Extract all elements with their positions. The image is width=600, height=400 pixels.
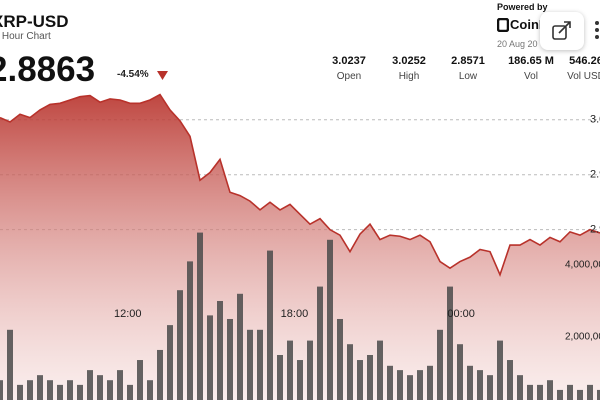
volume-bar bbox=[397, 370, 403, 400]
volume-bar bbox=[567, 384, 573, 400]
stat: 186.65 M Vol bbox=[496, 55, 566, 82]
stat-label: Low bbox=[458, 71, 478, 82]
down-arrow bbox=[157, 71, 168, 80]
volume-bar bbox=[257, 329, 263, 400]
powered-by: Powered by bbox=[497, 2, 548, 12]
volume-bar bbox=[147, 380, 153, 400]
stat-label: Open bbox=[336, 71, 362, 82]
volume-bar bbox=[227, 318, 233, 400]
volume-bar bbox=[67, 380, 73, 400]
stat-label: High bbox=[398, 71, 420, 82]
volume-bar bbox=[277, 354, 283, 400]
volume-bar bbox=[357, 360, 363, 400]
volume-bar bbox=[337, 318, 343, 400]
volume-bar bbox=[117, 370, 123, 400]
y-tick-label: 3.00 bbox=[590, 114, 600, 126]
volume-bar bbox=[0, 380, 3, 400]
volume-bar bbox=[137, 360, 143, 400]
volume-bar bbox=[557, 389, 563, 400]
volume-bar bbox=[407, 375, 413, 400]
volume-bar bbox=[7, 329, 13, 400]
volume-bar bbox=[377, 340, 383, 400]
volume-bar bbox=[367, 354, 373, 400]
menu-button[interactable] bbox=[593, 20, 600, 40]
expand-button[interactable] bbox=[540, 12, 584, 50]
brand-icon bbox=[497, 18, 509, 32]
volume-bar bbox=[417, 370, 423, 400]
volume-bar bbox=[587, 384, 593, 400]
volume-bar bbox=[487, 375, 493, 400]
volume-bar bbox=[547, 380, 553, 400]
subtitle: 24 Hour Chart bbox=[0, 31, 51, 42]
volume-bar bbox=[387, 365, 393, 400]
stat-label: Vol bbox=[524, 71, 538, 82]
volume-bar bbox=[287, 340, 293, 400]
volume-bar bbox=[297, 360, 303, 400]
y2-tick-label: 2,000,000 bbox=[565, 332, 600, 343]
volume-bar bbox=[457, 344, 463, 400]
expand-icon bbox=[552, 21, 571, 40]
stat-value: 186.65 M bbox=[508, 55, 554, 67]
stat-value: 2.8571 bbox=[451, 55, 485, 67]
volume-bar bbox=[347, 344, 353, 400]
volume-bar bbox=[177, 290, 183, 400]
volume-bar bbox=[467, 365, 473, 400]
volume-bar bbox=[37, 375, 43, 400]
volume-bar bbox=[597, 389, 600, 400]
volume-bar bbox=[197, 232, 203, 400]
volume-bar bbox=[247, 329, 253, 400]
stat: 3.0237 Open bbox=[314, 55, 384, 82]
volume-bar bbox=[27, 380, 33, 400]
volume-bar bbox=[77, 384, 83, 400]
stat-value: 3.0252 bbox=[392, 55, 426, 67]
price-line bbox=[0, 93, 600, 277]
volume-bar bbox=[87, 370, 93, 400]
volume-bar bbox=[437, 329, 443, 400]
stat: 3.0252 High bbox=[374, 55, 444, 82]
volume-bar bbox=[517, 375, 523, 400]
volume-bar bbox=[507, 360, 513, 400]
volume-bar bbox=[427, 365, 433, 400]
current-price: 2.8863 bbox=[0, 50, 96, 89]
volume-bar bbox=[477, 370, 483, 400]
volume-bar bbox=[207, 315, 213, 400]
volume-bar bbox=[577, 389, 583, 400]
x-tick-label: 12:00 bbox=[114, 308, 142, 320]
volume-bar bbox=[107, 380, 113, 400]
date: 20 Aug 20 bbox=[497, 39, 538, 49]
stat: 546.26 Vol USD bbox=[551, 55, 600, 82]
stat: 2.8571 Low bbox=[433, 55, 503, 82]
volume-bar bbox=[237, 293, 243, 400]
volume-bar bbox=[537, 384, 543, 400]
volume-bar bbox=[447, 286, 453, 400]
price-change: -4.54% bbox=[117, 69, 149, 80]
volume-bar bbox=[327, 239, 333, 400]
x-tick-label: 00:00 bbox=[447, 308, 475, 320]
x-tick-label: 18:00 bbox=[281, 308, 309, 320]
volume-bar bbox=[57, 384, 63, 400]
symbol-title: XRP-USD bbox=[0, 12, 69, 31]
volume-bar bbox=[187, 261, 193, 400]
volume-bar bbox=[267, 250, 273, 400]
volume-bar bbox=[47, 380, 53, 400]
volume-bar bbox=[317, 286, 323, 400]
volume-bar bbox=[307, 340, 313, 400]
volume-bar bbox=[127, 384, 133, 400]
volume-bar bbox=[527, 384, 533, 400]
stat-label: Vol USD bbox=[567, 71, 600, 82]
y2-tick-label: 4,000,000 bbox=[565, 260, 600, 271]
volume-bar bbox=[167, 325, 173, 400]
y-tick-label: 2.95 bbox=[590, 169, 600, 181]
volume-bar bbox=[157, 349, 163, 400]
volume-bar bbox=[17, 384, 23, 400]
y-tick-label: 2.90 bbox=[590, 224, 600, 236]
volume-bar bbox=[217, 300, 223, 400]
stat-value: 546.26 bbox=[569, 55, 600, 67]
stat-value: 3.0237 bbox=[332, 55, 366, 67]
volume-bar bbox=[97, 375, 103, 400]
volume-bar bbox=[497, 340, 503, 400]
